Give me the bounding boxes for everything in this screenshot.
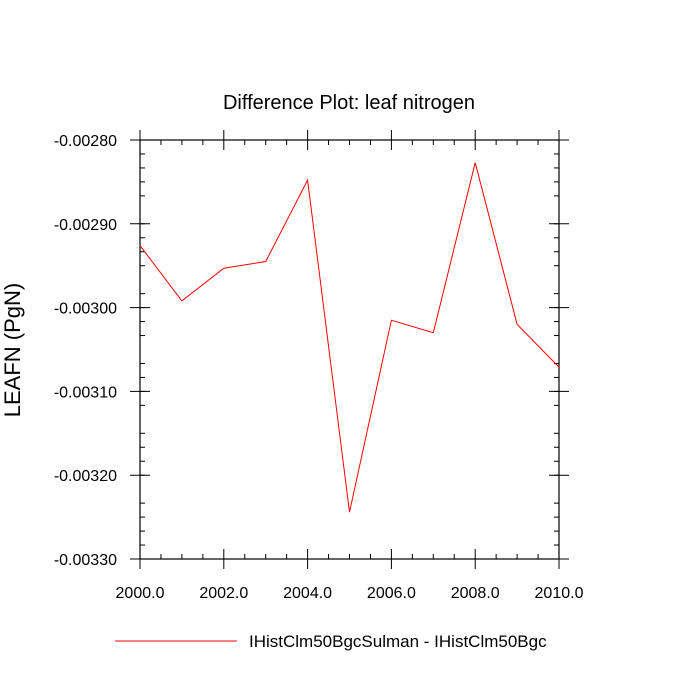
y-tick-label: -0.00300 [54,301,117,318]
y-tick-label: -0.00310 [54,384,117,401]
y-tick-label: -0.00290 [54,217,117,234]
x-tick-label: 2000.0 [116,585,165,602]
x-tick-label: 2006.0 [367,585,416,602]
legend: IHistClm50BgcSulman - IHistClm50Bgc [115,632,547,651]
x-tick-label: 2004.0 [283,585,332,602]
y-tick-labels: -0.00280 -0.00290 -0.00300 -0.00310 -0.00320… [54,133,117,569]
x-tick-label: 2010.0 [535,585,584,602]
y-tick-label: -0.00280 [54,133,117,150]
series-line [139,162,560,513]
x-tick-labels: 2000.0 2002.0 2004.0 2006.0 2008.0 2010.0 [116,585,584,602]
legend-label: IHistClm50BgcSulman - IHistClm50Bgc [249,632,547,651]
chart-title: Difference Plot: leaf nitrogen [223,92,475,114]
axis-ticks [130,130,569,569]
x-tick-label: 2002.0 [199,585,248,602]
plot-frame [139,139,560,560]
y-tick-label: -0.00330 [54,552,117,569]
y-axis-label: LEAFN (PgN) [0,283,25,417]
series-layer [139,162,560,513]
y-tick-label: -0.00320 [54,468,117,485]
x-tick-label: 2008.0 [451,585,500,602]
